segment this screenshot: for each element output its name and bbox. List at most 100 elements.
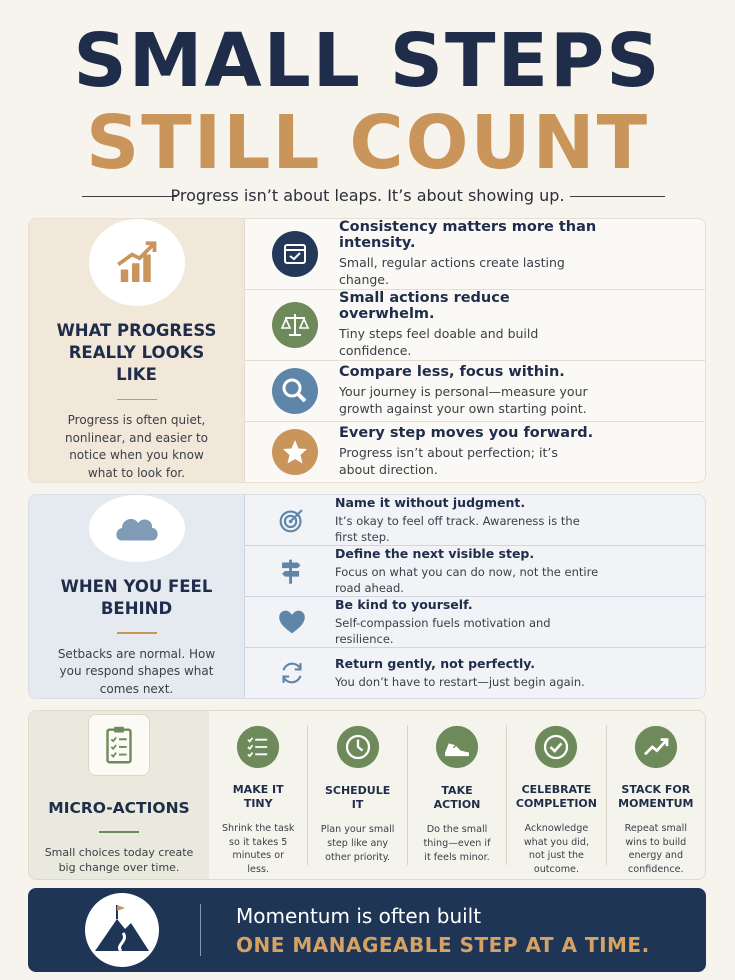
list-item: Small actions reduce overwhelm. Tiny step…	[245, 290, 705, 361]
item-icon	[271, 428, 319, 476]
item-title: Compare less, focus within.	[339, 363, 565, 380]
item-icon	[275, 554, 309, 588]
item-body: Define the next visible step. Focus on wh…	[335, 546, 605, 596]
section-heading: MICRO-ACTIONS	[48, 798, 190, 817]
title-line-1: SMALL STEPS	[73, 18, 662, 104]
action-title: STACK FOR MOMENTUM	[618, 783, 694, 811]
item-title: Small actions reduce overwhelm.	[339, 289, 510, 322]
item-body: Return gently, not perfectly. You don’t h…	[335, 656, 585, 691]
action-icon	[435, 725, 479, 769]
action-icon-graphic	[336, 725, 379, 769]
list-item: Return gently, not perfectly. You don’t h…	[245, 648, 705, 698]
item-text: Your journey is personal—measure your gr…	[339, 383, 588, 416]
item-body: Compare less, focus within. Your journey …	[339, 364, 594, 418]
action-icon	[634, 725, 678, 769]
section-intro: WHAT PROGRESS REALLY LOOKS LIKE Progress …	[29, 219, 244, 482]
section-description: Setbacks are normal. How you respond sha…	[57, 646, 216, 696]
item-icon-graphic	[279, 509, 303, 533]
item-icon-graphic	[272, 230, 318, 277]
divider	[570, 196, 665, 197]
list-item: Compare less, focus within. Your journey …	[245, 361, 705, 422]
item-icon-graphic	[272, 367, 318, 414]
section-intro: WHEN YOU FEEL BEHIND Setbacks are normal.…	[29, 495, 244, 698]
item-list: Name it without judgment. It’s okay to fe…	[244, 495, 705, 698]
item-title: Define the next visible step.	[335, 546, 535, 562]
action-icon	[534, 725, 578, 769]
item-body: Name it without judgment. It’s okay to fe…	[335, 495, 605, 545]
divider	[82, 196, 177, 197]
mountain-graphic	[95, 905, 149, 953]
accent-bar	[116, 632, 157, 634]
item-title: Consistency matters more than intensity.	[339, 219, 597, 251]
title-line-2: STILL COUNT	[85, 100, 650, 186]
footer-banner: Momentum is often built ONE MANAGEABLE S…	[28, 888, 706, 972]
action-title: MAKE IT TINY	[232, 783, 284, 811]
item-body: Consistency matters more than intensity.…	[339, 219, 609, 289]
action-text: Do the small thing—even if it feels mino…	[423, 824, 491, 863]
item-list: Consistency matters more than intensity.…	[244, 219, 705, 482]
list-item: Define the next visible step. Focus on wh…	[245, 546, 705, 598]
item-text: Progress isn’t about perfection; it’s ab…	[339, 445, 558, 477]
action-column: MAKE IT TINY Shrink the task so it takes …	[209, 725, 307, 875]
section-badge	[88, 495, 185, 562]
list-item: Name it without judgment. It’s okay to fe…	[245, 495, 705, 547]
item-title: Return gently, not perfectly.	[335, 655, 535, 671]
section-badge	[88, 713, 150, 776]
action-column: TAKE ACTION Do the small thing—even if it…	[406, 725, 506, 865]
item-icon	[275, 503, 309, 537]
item-text: Tiny steps feel doable and build confide…	[339, 325, 539, 358]
subtitle: Progress isn’t about leaps. It’s about s…	[170, 186, 565, 205]
footer-line-2: ONE MANAGEABLE STEP AT A TIME.	[236, 933, 650, 957]
action-column: SCHEDULE IT Plan your small step like any…	[307, 725, 406, 865]
section-badge	[88, 219, 185, 306]
item-body: Small actions reduce overwhelm. Tiny step…	[339, 290, 609, 360]
item-text: Focus on what you can do now, not the en…	[335, 565, 599, 595]
item-text: Small, regular actions create lasting ch…	[339, 255, 565, 287]
item-body: Every step moves you forward. Progress is…	[339, 425, 594, 479]
list-item: Consistency matters more than intensity.…	[245, 219, 705, 290]
item-icon	[275, 605, 309, 639]
section-intro: MICRO-ACTIONS Small choices today create …	[29, 711, 209, 879]
accent-bar	[99, 830, 139, 833]
item-icon	[275, 656, 309, 690]
action-title: TAKE ACTION	[433, 783, 481, 811]
action-icon-graphic	[237, 725, 280, 769]
item-icon-graphic	[272, 301, 318, 348]
item-icon	[271, 367, 319, 415]
action-icon-graphic	[435, 725, 479, 769]
item-title: Be kind to yourself.	[335, 597, 473, 613]
clipboard-graphic	[106, 726, 132, 764]
action-text: Repeat small wins to build energy and co…	[624, 822, 688, 876]
action-title: CELEBRATE COMPLETION	[515, 783, 597, 811]
footer-line-1: Momentum is often built	[236, 904, 482, 928]
section-description: Progress is often quiet, nonlinear, and …	[64, 413, 208, 480]
mountain-icon	[85, 893, 159, 967]
item-body: Be kind to yourself. Self-compassion fuel…	[335, 597, 605, 647]
accent-bar	[116, 398, 157, 401]
action-text: Plan your small step like any other prio…	[320, 824, 395, 863]
item-title: Every step moves you forward.	[339, 425, 594, 441]
item-title: Name it without judgment.	[335, 495, 526, 510]
item-icon-graphic	[272, 428, 318, 475]
action-column: CELEBRATE COMPLETION Acknowledge what you…	[506, 725, 605, 875]
action-text: Shrink the task so it takes 5 minutes or…	[221, 822, 295, 876]
action-icon-graphic	[535, 725, 578, 769]
action-icon	[236, 725, 280, 769]
micro-actions-card: MICRO-ACTIONS Small choices today create …	[28, 710, 706, 880]
action-icon	[336, 725, 380, 769]
item-icon	[271, 230, 319, 278]
list-item: Every step moves you forward. Progress is…	[245, 422, 705, 482]
section-card: WHAT PROGRESS REALLY LOOKS LIKE Progress …	[28, 218, 706, 483]
item-icon-graphic	[279, 610, 305, 634]
list-item: Be kind to yourself. Self-compassion fuel…	[245, 597, 705, 649]
badge-graphic	[115, 519, 158, 541]
section-card: WHEN YOU FEEL BEHIND Setbacks are normal.…	[28, 494, 706, 699]
action-columns: MAKE IT TINY Shrink the task so it takes …	[209, 711, 705, 879]
item-text: Self-compassion fuels motivation and res…	[335, 616, 551, 646]
item-text: You don’t have to restart—just begin aga…	[335, 674, 585, 689]
section-heading: WHAT PROGRESS REALLY LOOKS LIKE	[56, 320, 217, 385]
action-icon-graphic	[634, 725, 677, 769]
section-description: Small choices today create big change ov…	[44, 845, 194, 875]
action-text: Acknowledge what you did, not just the o…	[523, 822, 590, 876]
